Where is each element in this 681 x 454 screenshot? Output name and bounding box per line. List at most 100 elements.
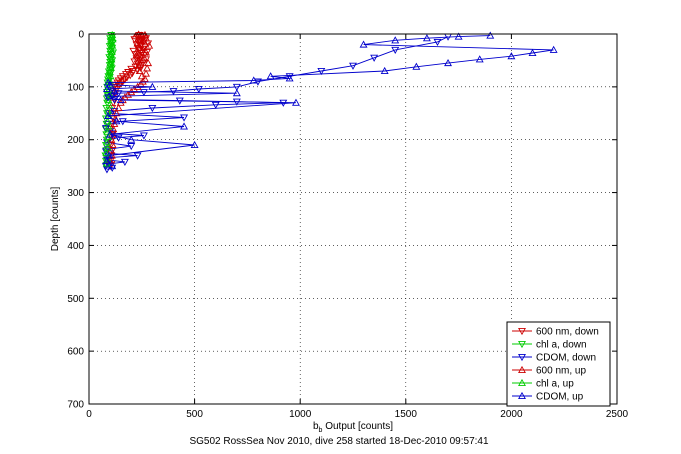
data-point — [126, 72, 135, 80]
data-point — [285, 73, 294, 81]
data-point — [148, 82, 157, 90]
data-point — [266, 72, 275, 80]
data-point — [148, 104, 157, 113]
data-point — [127, 143, 136, 151]
x-tick-label: 1500 — [395, 409, 418, 420]
data-point — [211, 101, 220, 109]
data-point — [135, 43, 144, 51]
plot-frame — [88, 33, 618, 405]
data-point — [105, 151, 114, 159]
data-point — [507, 52, 516, 60]
data-point — [116, 95, 125, 104]
data-point — [380, 66, 389, 75]
legend-item: 600 nm, down — [512, 327, 599, 338]
data-point — [135, 66, 144, 75]
legend-item: 600 nm, up — [512, 366, 586, 377]
data-point — [359, 40, 368, 48]
legend-box — [506, 321, 611, 407]
data-point — [106, 80, 115, 88]
legend-marker — [518, 327, 526, 336]
data-point — [104, 95, 113, 104]
x-axis-label: bb Output [counts] — [313, 421, 393, 434]
data-point — [444, 58, 453, 67]
data-point — [108, 140, 117, 149]
figure-caption: SG502 RossSea Nov 2010, dive 258 started… — [189, 436, 489, 447]
legend-label: chl a, down — [536, 340, 587, 351]
data-point — [528, 48, 537, 57]
legend-marker — [518, 391, 526, 400]
data-point — [190, 140, 199, 149]
data-point — [486, 31, 495, 39]
y-tick-label: 400 — [67, 241, 84, 252]
data-point — [145, 41, 154, 49]
y-tick-label: 100 — [67, 82, 84, 93]
legend-marker — [518, 353, 526, 362]
data-point — [120, 76, 129, 84]
y-axis-label: Depth [counts] — [50, 187, 61, 252]
data-point — [112, 109, 121, 117]
data-point — [120, 158, 129, 167]
data-point — [118, 78, 127, 86]
x-tick-label: 500 — [186, 409, 203, 420]
x-tick-label: 1000 — [289, 409, 312, 420]
legend-marker — [518, 365, 526, 374]
data-point — [103, 117, 112, 125]
data-point — [110, 86, 119, 95]
data-point — [103, 143, 112, 151]
data-point — [138, 35, 147, 43]
legend-label: CDOM, down — [536, 353, 596, 364]
data-point — [232, 89, 241, 97]
data-point — [422, 34, 431, 42]
legend-marker — [518, 378, 526, 387]
data-point — [123, 74, 131, 82]
data-point — [134, 53, 143, 61]
data-point — [102, 148, 111, 156]
data-point — [102, 156, 111, 164]
data-point — [391, 36, 400, 44]
data-point — [106, 59, 115, 67]
data-point — [112, 117, 121, 125]
data-point — [475, 55, 484, 63]
x-axis-label-main: b — [313, 421, 319, 432]
data-point — [131, 31, 140, 40]
data-point — [144, 58, 153, 67]
data-point — [232, 83, 241, 91]
data-point — [132, 51, 141, 59]
series-line — [106, 35, 554, 167]
data-point — [108, 162, 117, 170]
data-point — [107, 33, 116, 41]
data-point — [108, 30, 117, 39]
legend: 600 nm, down chl a, down CDOM, down 600 nm,… — [506, 321, 611, 407]
legend-item: chl a, up — [512, 379, 574, 390]
data-point — [102, 138, 111, 146]
data-point — [130, 58, 139, 66]
data-point — [104, 78, 112, 86]
legend-label: 600 nm, down — [536, 327, 599, 338]
x-tick-label: 0 — [86, 409, 92, 420]
data-point — [169, 88, 178, 96]
y-tick-label: 700 — [67, 400, 84, 411]
data-point — [391, 46, 400, 54]
series-5 — [102, 31, 558, 170]
y-tick-label: 300 — [67, 188, 84, 199]
x-axis-label-sub: b — [319, 427, 323, 434]
data-point — [249, 76, 258, 84]
data-point — [143, 64, 152, 72]
data-point — [110, 96, 119, 104]
y-tick-label: 0 — [78, 30, 84, 41]
data-point — [107, 63, 115, 71]
data-point — [106, 72, 115, 80]
data-point — [433, 38, 442, 47]
y-tick-label: 200 — [67, 135, 84, 146]
data-point — [105, 92, 114, 100]
data-point — [549, 45, 558, 53]
data-point — [139, 132, 148, 140]
data-point — [114, 103, 123, 112]
data-point — [137, 45, 146, 53]
data-point — [454, 32, 463, 40]
ticks: 0 500 1000 1500 2000 2500 0 100 200 300 400 500 600 7… — [67, 30, 628, 421]
data-point — [141, 30, 149, 39]
legend-item: chl a, down — [512, 340, 587, 351]
data-point — [107, 55, 116, 63]
